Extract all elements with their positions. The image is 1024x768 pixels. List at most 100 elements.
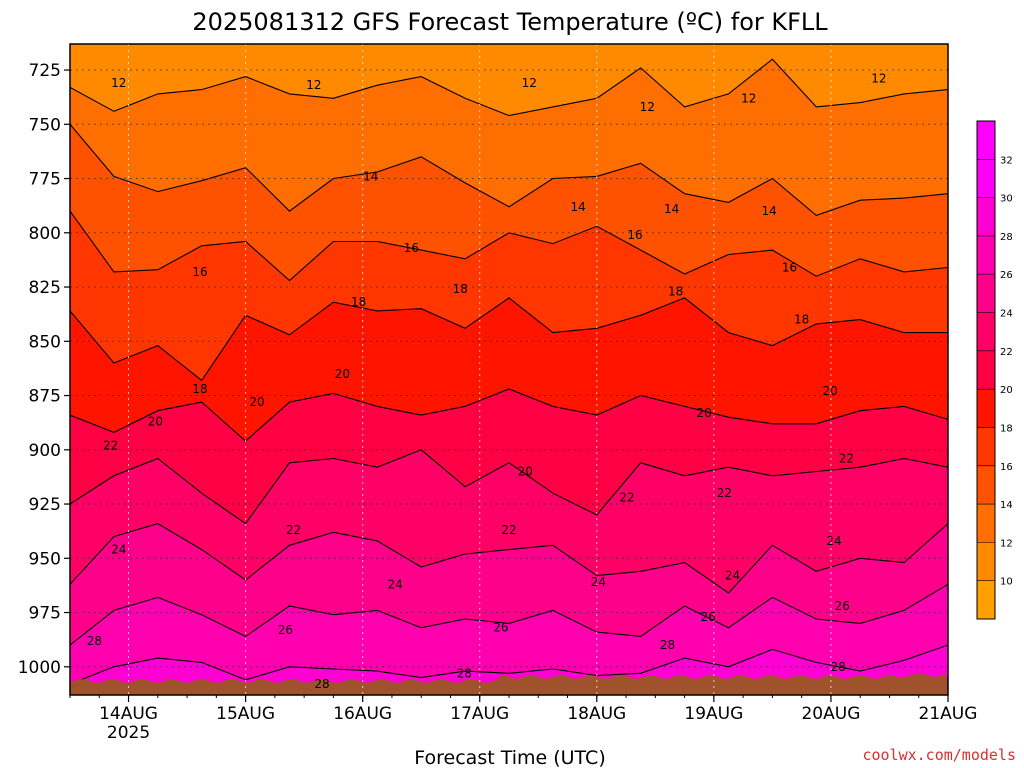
contour-label-4: 12 bbox=[741, 91, 756, 105]
contour-line-22 bbox=[70, 449, 948, 525]
contour-label-43: 28 bbox=[660, 638, 675, 652]
x-tick-label-0: 14AUG bbox=[99, 704, 158, 724]
contour-line-20 bbox=[70, 388, 948, 442]
y-tick-label-975: 975 bbox=[29, 604, 61, 624]
y-tick-label-900: 900 bbox=[29, 441, 61, 461]
colorbar-band-2 bbox=[977, 504, 995, 543]
contour-label-39: 26 bbox=[835, 599, 850, 613]
contour-label-38: 26 bbox=[701, 610, 716, 624]
colorbar-band-4 bbox=[977, 427, 995, 467]
chart-title: 2025081312 GFS Forecast Temperature (ºC)… bbox=[192, 8, 828, 36]
contour-label-13: 16 bbox=[782, 261, 797, 275]
contour-label-37: 26 bbox=[493, 621, 508, 635]
contour-label-12: 16 bbox=[627, 228, 642, 242]
colorbar-label-20: 20 bbox=[1000, 385, 1013, 396]
colorbar-label-22: 22 bbox=[1000, 347, 1013, 358]
y-tick-label-950: 950 bbox=[29, 549, 61, 569]
y-tick-label-925: 925 bbox=[29, 495, 61, 515]
colorbar-label-26: 26 bbox=[1000, 270, 1013, 281]
contour-label-21: 20 bbox=[335, 367, 350, 381]
contour-label-20: 20 bbox=[249, 395, 264, 409]
colorbar-label-12: 12 bbox=[1000, 538, 1013, 549]
contour-line-26 bbox=[70, 583, 948, 646]
x-year-label: 2025 bbox=[107, 723, 150, 743]
y-tick-label-800: 800 bbox=[29, 224, 61, 244]
colorbar-label-14: 14 bbox=[1000, 500, 1013, 511]
contour-label-29: 22 bbox=[717, 486, 732, 500]
y-tick-label-825: 825 bbox=[29, 278, 61, 298]
x-axis: 14AUG 15AUG 16AUG 17AUG 18AUG 19AUG 20AUG 21AUG… bbox=[69, 695, 977, 743]
contour-label-18: 18 bbox=[794, 313, 809, 327]
contour-label-2: 12 bbox=[522, 76, 537, 90]
contour-label-36: 26 bbox=[278, 623, 293, 637]
contour-label-11: 16 bbox=[404, 241, 419, 255]
contour-label-19: 20 bbox=[148, 415, 163, 429]
contour-label-8: 14 bbox=[664, 202, 679, 216]
colorbar-band-1 bbox=[977, 542, 995, 582]
contour-label-22: 20 bbox=[518, 464, 533, 478]
x-tick-label-5: 19AUG bbox=[684, 704, 743, 724]
contour-fills bbox=[70, 44, 948, 695]
colorbar-label-10: 10 bbox=[1000, 577, 1013, 588]
y-tick-label-875: 875 bbox=[29, 387, 61, 407]
contour-label-27: 22 bbox=[501, 523, 516, 537]
x-tick-label-3: 17AUG bbox=[450, 704, 509, 724]
contour-label-9: 14 bbox=[762, 204, 777, 218]
colorbar-band-7 bbox=[977, 312, 995, 352]
contour-label-34: 24 bbox=[725, 569, 740, 583]
colorbar-label-28: 28 bbox=[1000, 232, 1013, 243]
colorbar-frame bbox=[976, 120, 996, 620]
contour-label-35: 24 bbox=[827, 534, 842, 548]
contour-line-14 bbox=[70, 123, 948, 217]
colorbar-band-9 bbox=[977, 235, 995, 275]
contour-label-14: 18 bbox=[192, 382, 207, 396]
contour-label-33: 24 bbox=[591, 575, 606, 589]
contour-label-24: 20 bbox=[822, 384, 837, 398]
contour-label-25: 22 bbox=[103, 438, 118, 452]
contour-label-32: 24 bbox=[388, 577, 403, 591]
x-axis-title: Forecast Time (UTC) bbox=[414, 747, 605, 768]
y-axis: 725 750 775 800 825 850 875 900 925 950 975 1000 bbox=[18, 61, 70, 678]
contour-label-23: 20 bbox=[696, 406, 711, 420]
contour-label-10: 16 bbox=[192, 265, 207, 279]
contour-label-5: 12 bbox=[871, 72, 886, 86]
contour-line-24 bbox=[70, 523, 948, 594]
colorbar-band-5 bbox=[977, 389, 995, 428]
contour-label-17: 18 bbox=[668, 284, 683, 298]
colorbar-band-10 bbox=[977, 197, 995, 237]
x-tick-label-1: 15AUG bbox=[216, 704, 275, 724]
colorbar-band-3 bbox=[977, 465, 995, 505]
x-tick-label-4: 18AUG bbox=[567, 704, 626, 724]
grid-lines bbox=[70, 44, 949, 695]
surface-ground bbox=[70, 673, 948, 695]
colorbar: 10 12 14 16 18 20 22 24 26 28 30 32 bbox=[976, 120, 1013, 620]
contour-label-41: 28 bbox=[314, 677, 329, 691]
contour-label-0: 12 bbox=[111, 76, 126, 90]
colorbar-band-6 bbox=[977, 350, 995, 390]
contour-label-30: 22 bbox=[839, 451, 854, 465]
contour-line-12 bbox=[70, 58, 948, 117]
contour-label-26: 22 bbox=[286, 523, 301, 537]
contour-label-6: 14 bbox=[363, 169, 378, 183]
y-tick-label-1000: 1000 bbox=[18, 658, 61, 678]
colorbar-band-8 bbox=[977, 274, 995, 314]
contour-label-40: 28 bbox=[87, 634, 102, 648]
contour-label-3: 12 bbox=[640, 100, 655, 114]
contour-label-42: 28 bbox=[457, 666, 472, 680]
contour-line-18 bbox=[70, 297, 948, 382]
credit-text: coolwx.com/models bbox=[862, 746, 1016, 764]
contour-labels: 12 12 12 12 12 12 14 14 14 14 16 16 16 16 18 18 18 18 18 20… bbox=[87, 72, 887, 691]
plot-area: 12 12 12 12 12 12 14 14 14 14 16 16 16 16 18 18 18 18 18 20… bbox=[69, 43, 949, 696]
x-tick-label-2: 16AUG bbox=[333, 704, 392, 724]
x-tick-label-6: 20AUG bbox=[801, 704, 860, 724]
colorbar-label-30: 30 bbox=[1000, 194, 1013, 205]
contour-label-15: 18 bbox=[351, 295, 366, 309]
colorbar-band-0 bbox=[977, 580, 995, 620]
y-tick-label-750: 750 bbox=[29, 115, 61, 135]
colorbar-label-24: 24 bbox=[1000, 309, 1013, 320]
colorbar-band-11 bbox=[977, 159, 995, 199]
contour-label-44: 28 bbox=[831, 660, 846, 674]
y-tick-label-850: 850 bbox=[29, 332, 61, 352]
y-tick-label-725: 725 bbox=[29, 61, 61, 81]
